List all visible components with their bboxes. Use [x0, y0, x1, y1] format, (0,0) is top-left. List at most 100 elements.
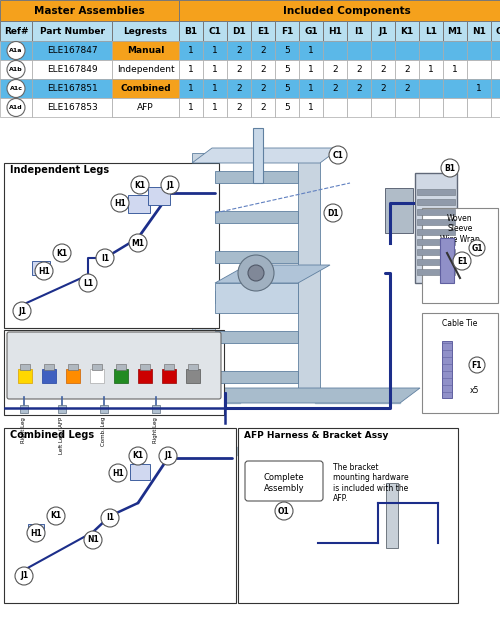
Bar [179, 41, 203, 60]
Circle shape [324, 204, 342, 222]
Text: C1: C1 [208, 27, 222, 36]
Bar [58, 405, 66, 413]
Bar [4, 163, 219, 328]
Text: A1d: A1d [9, 105, 23, 110]
Text: ELE167853: ELE167853 [46, 103, 98, 112]
Bar [253, 128, 263, 183]
Text: Ref#: Ref# [4, 27, 28, 36]
Bar [347, 98, 371, 117]
Text: 2: 2 [260, 84, 266, 93]
Bar [112, 79, 179, 98]
Bar [443, 41, 467, 60]
Bar [299, 79, 323, 98]
Circle shape [129, 234, 147, 252]
Text: 2: 2 [260, 65, 266, 74]
Bar [32, 79, 112, 98]
Text: Combined: Combined [120, 84, 171, 93]
Text: x5: x5 [470, 386, 478, 395]
Bar [371, 60, 395, 79]
Circle shape [161, 176, 179, 194]
Text: E1: E1 [457, 257, 467, 265]
Text: Right Leg: Right Leg [154, 417, 158, 443]
Bar [4, 330, 224, 415]
Text: B1: B1 [444, 163, 456, 173]
Bar [371, 98, 395, 117]
Bar [251, 41, 275, 60]
Bar [467, 60, 491, 79]
Circle shape [47, 507, 65, 525]
Text: H1: H1 [112, 468, 124, 477]
Bar [323, 98, 347, 117]
Text: 2: 2 [236, 103, 242, 112]
Text: 1: 1 [212, 46, 218, 55]
Text: 1: 1 [212, 84, 218, 93]
Polygon shape [215, 331, 298, 343]
Bar [419, 41, 443, 60]
Text: L1: L1 [425, 27, 437, 36]
Bar [251, 21, 275, 41]
Text: A1a: A1a [10, 48, 22, 53]
Text: Master Assemblies: Master Assemblies [34, 6, 145, 16]
Bar [323, 21, 347, 41]
Text: K1: K1 [134, 181, 145, 189]
Circle shape [129, 447, 147, 465]
Text: ELE167847: ELE167847 [46, 46, 98, 55]
Text: 1: 1 [308, 103, 314, 112]
Bar [395, 98, 419, 117]
Bar [440, 238, 454, 283]
Circle shape [441, 159, 459, 177]
Text: I1: I1 [106, 513, 114, 523]
Bar [419, 21, 443, 41]
Bar [28, 524, 44, 536]
Bar [162, 369, 176, 383]
Text: 1: 1 [452, 65, 458, 74]
Text: 1: 1 [188, 46, 194, 55]
Polygon shape [215, 371, 298, 383]
Bar [66, 369, 80, 383]
Text: F1: F1 [281, 27, 293, 36]
Text: 2: 2 [236, 65, 242, 74]
Bar [386, 483, 398, 548]
Bar [92, 364, 102, 370]
Bar [417, 249, 455, 255]
Circle shape [159, 447, 177, 465]
Circle shape [35, 262, 53, 280]
Bar [371, 79, 395, 98]
Bar [467, 79, 491, 98]
Text: ELE167851: ELE167851 [46, 84, 98, 93]
Bar [251, 98, 275, 117]
Polygon shape [215, 291, 298, 303]
Bar [0, 21, 32, 41]
Text: 1: 1 [188, 103, 194, 112]
Text: 2: 2 [404, 84, 410, 93]
Text: L1: L1 [83, 278, 93, 287]
Text: A1c: A1c [10, 86, 22, 91]
Bar [347, 79, 371, 98]
Text: D1: D1 [327, 209, 339, 217]
Bar [32, 60, 112, 79]
Bar [227, 21, 251, 41]
Bar [0, 0, 179, 21]
Circle shape [79, 274, 97, 292]
Text: K1: K1 [56, 249, 68, 257]
Polygon shape [215, 211, 298, 223]
Bar [112, 60, 179, 79]
Bar [491, 98, 500, 117]
Bar [417, 209, 455, 215]
Bar [415, 173, 457, 283]
FancyBboxPatch shape [245, 461, 323, 501]
Text: 1: 1 [476, 84, 482, 93]
Bar [395, 41, 419, 60]
Bar [0, 79, 32, 98]
Bar [100, 405, 108, 413]
Polygon shape [298, 153, 320, 393]
Bar [395, 60, 419, 79]
Text: C1: C1 [332, 151, 344, 159]
Text: 1: 1 [308, 84, 314, 93]
Text: 1: 1 [212, 103, 218, 112]
Bar [227, 98, 251, 117]
Bar [227, 60, 251, 79]
Bar [4, 428, 236, 603]
Bar [179, 60, 203, 79]
Bar [275, 79, 299, 98]
